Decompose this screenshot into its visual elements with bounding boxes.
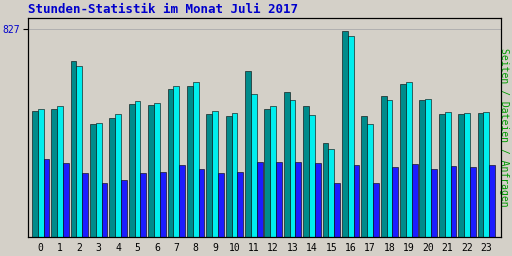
Bar — [63, 163, 69, 237]
Bar — [82, 173, 88, 237]
Bar — [315, 163, 321, 237]
Bar — [129, 104, 135, 237]
Bar — [212, 111, 218, 237]
Bar — [367, 124, 373, 237]
Bar — [102, 183, 108, 237]
Bar — [323, 143, 328, 237]
Bar — [44, 159, 49, 237]
Bar — [265, 109, 270, 237]
Bar — [32, 111, 38, 237]
Bar — [439, 114, 445, 237]
Bar — [187, 86, 193, 237]
Bar — [167, 89, 174, 237]
Bar — [295, 162, 301, 237]
Bar — [464, 113, 470, 237]
Bar — [218, 173, 224, 237]
Bar — [71, 61, 76, 237]
Bar — [406, 82, 412, 237]
Bar — [387, 100, 392, 237]
Bar — [400, 84, 406, 237]
Bar — [96, 123, 102, 237]
Bar — [381, 96, 387, 237]
Bar — [245, 71, 251, 237]
Bar — [431, 169, 437, 237]
Bar — [489, 165, 495, 237]
Bar — [392, 167, 398, 237]
Bar — [270, 106, 276, 237]
Bar — [342, 31, 348, 237]
Bar — [309, 115, 315, 237]
Bar — [451, 166, 456, 237]
Bar — [303, 106, 309, 237]
Bar — [140, 173, 146, 237]
Bar — [238, 172, 243, 237]
Bar — [425, 99, 431, 237]
Bar — [115, 114, 121, 237]
Bar — [290, 100, 295, 237]
Bar — [458, 114, 464, 237]
Bar — [148, 105, 154, 237]
Bar — [483, 112, 489, 237]
Bar — [284, 92, 290, 237]
Bar — [478, 113, 483, 237]
Bar — [445, 112, 451, 237]
Bar — [419, 100, 425, 237]
Bar — [226, 116, 231, 237]
Bar — [193, 82, 199, 237]
Bar — [51, 109, 57, 237]
Bar — [373, 183, 379, 237]
Bar — [470, 167, 476, 237]
Bar — [76, 66, 82, 237]
Bar — [160, 172, 166, 237]
Bar — [38, 109, 44, 237]
Bar — [251, 94, 257, 237]
Bar — [135, 101, 140, 237]
Bar — [174, 86, 179, 237]
Bar — [361, 116, 367, 237]
Bar — [57, 106, 63, 237]
Bar — [110, 118, 115, 237]
Bar — [348, 36, 354, 237]
Bar — [121, 180, 127, 237]
Bar — [276, 162, 282, 237]
Bar — [199, 169, 204, 237]
Bar — [154, 102, 160, 237]
Bar — [179, 165, 185, 237]
Bar — [206, 114, 212, 237]
Bar — [328, 149, 334, 237]
Bar — [354, 165, 359, 237]
Text: Stunden-Statistik im Monat Juli 2017: Stunden-Statistik im Monat Juli 2017 — [28, 3, 298, 16]
Bar — [90, 124, 96, 237]
Y-axis label: Seiten / Dateien / Anfragen: Seiten / Dateien / Anfragen — [499, 48, 509, 207]
Bar — [257, 162, 263, 237]
Bar — [231, 113, 238, 237]
Bar — [334, 183, 340, 237]
Bar — [412, 164, 418, 237]
